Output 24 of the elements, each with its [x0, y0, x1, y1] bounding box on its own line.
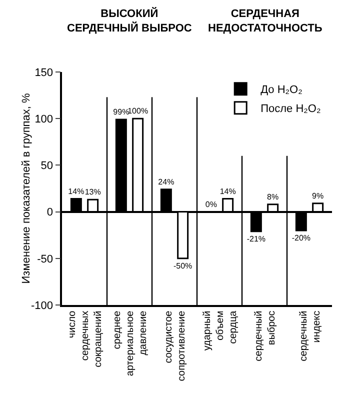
y-tick-label: -100 — [31, 300, 54, 312]
y-tick-label: 50 — [40, 160, 54, 172]
y-tick-label: 100 — [34, 113, 54, 126]
data-label: -20% — [292, 233, 311, 242]
data-label: 13% — [84, 188, 101, 197]
y-tick-label: 0 — [46, 206, 54, 219]
y-tick-label: 150 — [34, 66, 54, 79]
data-label: 100% — [128, 106, 148, 116]
text: СЕРДЕЧНАЯ НЕДОСТАТОЧНОСТЬ — [208, 8, 322, 34]
data-label: 14% — [220, 186, 236, 196]
legend-label: До H₂O₂ — [260, 84, 302, 96]
data-label: 24% — [158, 177, 174, 186]
data-label: 14% — [68, 186, 84, 196]
data-label: 9% — [312, 191, 324, 200]
data-label: 99% — [113, 108, 130, 117]
text: ВЫСОКИЙ СЕРДЕЧНЫЙ ВЫБРОС — [67, 7, 192, 34]
data-label: 0% — [205, 200, 217, 209]
x-tick-label: число сердечных сокращений — [66, 310, 104, 368]
y-axis-title: Изменение показателей в группах, % — [20, 93, 32, 284]
data-label: 8% — [267, 192, 279, 202]
data-label: -50% — [173, 261, 192, 270]
data-label: -21% — [246, 234, 266, 244]
legend-label: После H₂O₂ — [260, 103, 321, 116]
y-tick-label: -50 — [37, 253, 54, 266]
